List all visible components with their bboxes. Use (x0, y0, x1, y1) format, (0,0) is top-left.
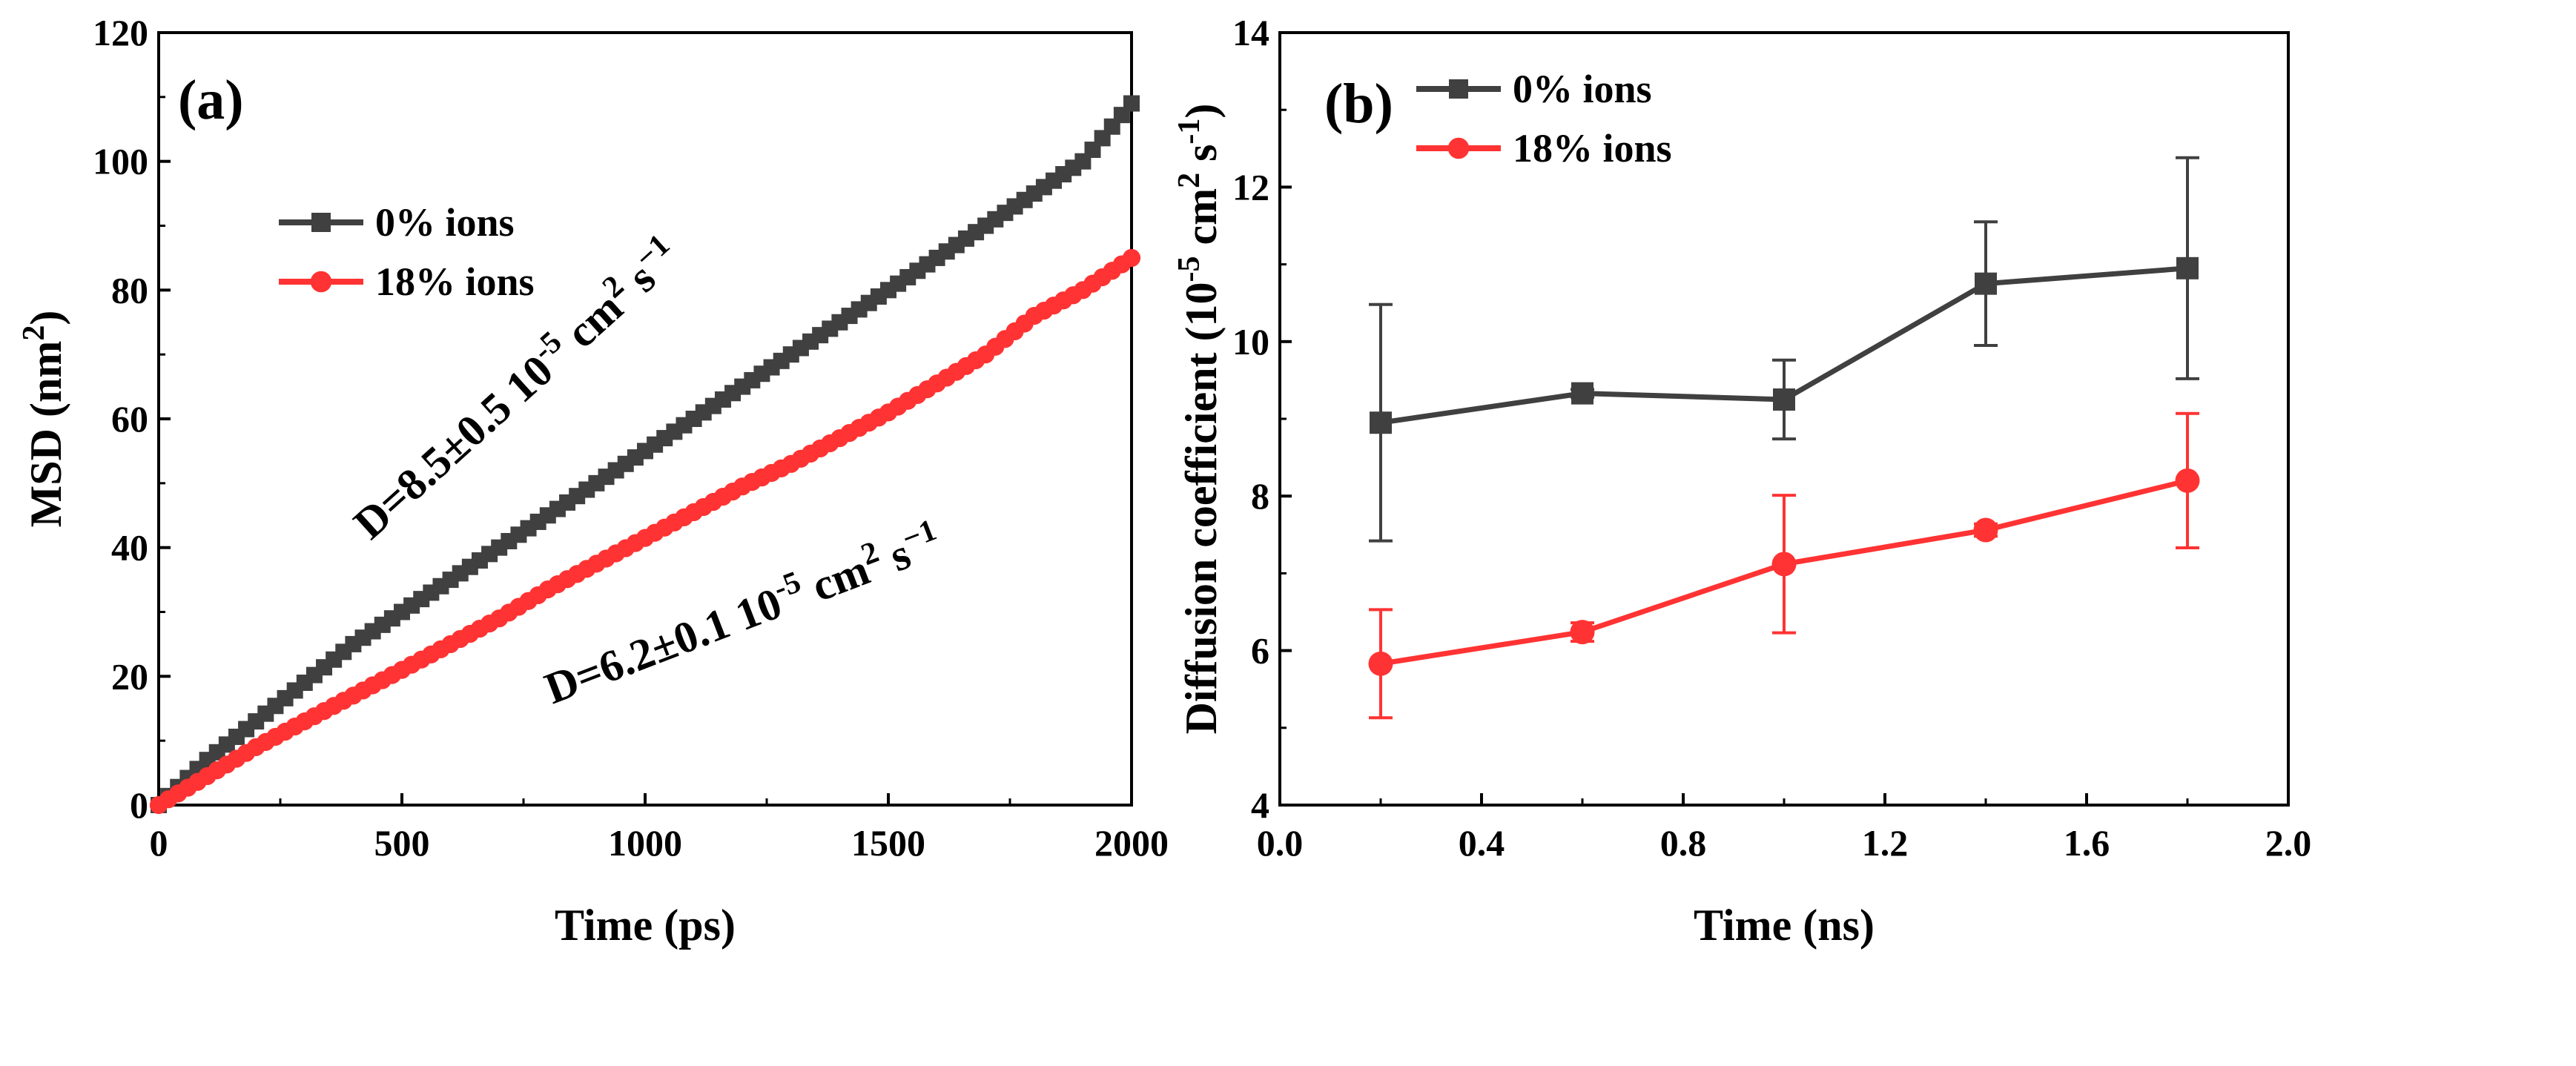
y-tick-label: 6 (1251, 630, 1269, 672)
series-0pct (1369, 156, 2199, 543)
square-marker (1370, 411, 1392, 434)
x-tick-label: 0.0 (1257, 822, 1304, 864)
circle-marker (1122, 248, 1141, 268)
y-title-main: MSD (nm (22, 341, 70, 528)
x-axis-title: Time (ps) (555, 901, 736, 950)
y-axis-title: MSD (nm2) (17, 311, 70, 528)
y-tick-label: 4 (1251, 784, 1269, 826)
legend-label: 18% ions (375, 259, 535, 304)
panel-b: 0.0 0.4 0.8 1.2 1.6 2.0 4 6 8 10 12 14 Time (ns) Diff… (1172, 12, 2311, 950)
x-tick-label: 0.8 (1660, 822, 1707, 864)
y-tick-label: 14 (1232, 12, 1269, 53)
x-tick-label: 1500 (851, 822, 925, 864)
y-tick-label: 12 (1232, 166, 1269, 208)
y-tick-label: 0 (130, 784, 148, 826)
y-title-sup: 2 (17, 325, 51, 341)
x-tick-label: 1.2 (1862, 822, 1909, 864)
x-tick-label: 1.6 (2064, 822, 2110, 864)
d-annotation: D=6.2±0.1 10-5 cm2 s−1 (537, 513, 948, 713)
y-title-sup: -1 (1172, 119, 1206, 145)
circle-marker (1447, 137, 1470, 159)
y-title-end: ) (22, 311, 70, 325)
x-axis-title: Time (ns) (1694, 901, 1875, 950)
square-marker (1123, 95, 1140, 112)
series-18pct (1368, 411, 2200, 720)
x-tick-label: 0.4 (1459, 822, 1505, 864)
y-title-mid: cm (1177, 188, 1226, 256)
circle-marker (1368, 651, 1393, 676)
y-tick-label: 10 (1232, 321, 1269, 362)
y-tick-label: 8 (1251, 475, 1269, 517)
panel-label: (b) (1324, 73, 1393, 135)
x-tick-label: 500 (374, 822, 430, 864)
square-marker (311, 213, 331, 232)
square-marker (1571, 382, 1594, 405)
x-tick-label: 2000 (1094, 822, 1169, 864)
legend-item: 0% ions (1416, 67, 1652, 111)
y-title-end: ) (1177, 104, 1226, 119)
legend-item: 18% ions (1416, 126, 1672, 171)
legend-item: 0% ions (279, 200, 515, 245)
series-0pct (151, 95, 1140, 813)
circle-marker (310, 271, 332, 293)
legend-item: 18% ions (279, 259, 535, 304)
panel-label: (a) (178, 69, 244, 131)
square-marker (2176, 256, 2199, 279)
x-tick-label: 1000 (608, 822, 682, 864)
y-tick-label: 40 (111, 527, 148, 569)
y-tick-label: 20 (111, 655, 148, 697)
circle-marker (1570, 620, 1595, 645)
square-marker (1449, 79, 1468, 99)
y-tick-label: 120 (93, 12, 148, 53)
circle-marker (2175, 468, 2200, 493)
square-marker (1975, 272, 1997, 295)
circle-marker (1771, 552, 1797, 577)
series-18pct (149, 248, 1141, 815)
ann-text: D=8.5±0.5 10 (345, 345, 562, 549)
y-title-sup: 2 (1172, 173, 1206, 188)
panel-a: 0 500 1000 1500 2000 0 20 40 60 80 100 120 Time (ps)… (17, 12, 1169, 950)
y-title-sup: -5 (1172, 256, 1206, 282)
y-tick-label: 60 (111, 398, 148, 440)
legend-label: 18% ions (1513, 126, 1672, 171)
x-tick-label: 0 (150, 822, 168, 864)
ann-text: D=6.2±0.1 10 (538, 578, 788, 713)
x-tick-label: 2.0 (2265, 822, 2312, 864)
legend-label: 0% ions (1513, 67, 1652, 111)
y-tick-label: 80 (111, 269, 148, 311)
circle-marker (1973, 517, 1998, 543)
y-title-mid: s (1177, 145, 1226, 173)
legend-label: 0% ions (375, 200, 515, 245)
y-tick-label: 100 (93, 141, 148, 182)
y-title-main: Diffusion coefficient (10 (1177, 282, 1226, 735)
y-axis-title: Diffusion coefficient (10-5 cm2 s-1) (1172, 104, 1226, 735)
square-marker (1773, 388, 1795, 411)
